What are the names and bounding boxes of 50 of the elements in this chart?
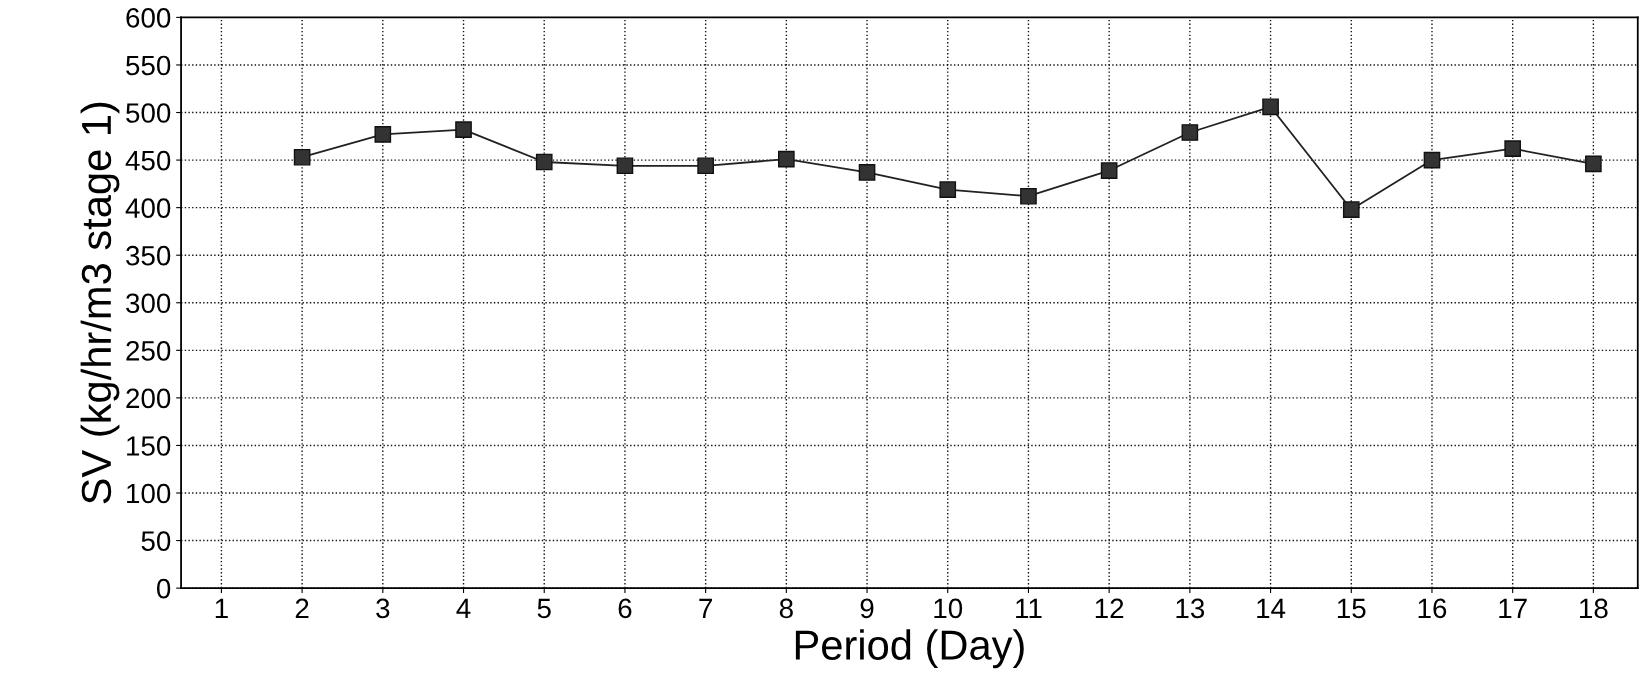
point bbox=[293, 148, 311, 166]
y-tick-label: 0 bbox=[156, 578, 171, 599]
x-tick-label: 18 bbox=[1580, 598, 1608, 619]
x-tick-label: 17 bbox=[1499, 598, 1527, 618]
y-tick-label: 100 bbox=[127, 483, 171, 504]
y-axis-title: SV (kg/hr/m3 stage 1) bbox=[80, 102, 120, 504]
y-tick-label: 500 bbox=[126, 103, 171, 123]
point bbox=[1020, 187, 1037, 205]
x-tick-label: 3 bbox=[376, 598, 390, 619]
x-tick-label: 6 bbox=[618, 598, 632, 619]
point bbox=[1100, 162, 1118, 179]
x-tick-label: 7 bbox=[699, 598, 712, 618]
y-tick-label: 600 bbox=[126, 8, 171, 28]
point bbox=[1504, 140, 1522, 157]
x-tick-label: 5 bbox=[537, 598, 551, 619]
y-tick-label: 550 bbox=[126, 55, 171, 76]
y-tick-label: 350 bbox=[126, 245, 171, 266]
x-axis-title: Period (Day) bbox=[795, 629, 1024, 669]
point bbox=[455, 121, 472, 138]
point bbox=[1585, 155, 1602, 173]
x-tick-label: 11 bbox=[1016, 598, 1042, 618]
y-tick-label: 400 bbox=[125, 198, 171, 218]
x-tick-label: 2 bbox=[295, 598, 309, 618]
y-tick-label: 450 bbox=[125, 150, 171, 171]
y-tick-label: 150 bbox=[127, 436, 171, 456]
y-tick-label: 300 bbox=[126, 293, 171, 314]
x-tick-label: 10 bbox=[934, 598, 963, 619]
x-tick-label: 4 bbox=[456, 598, 471, 618]
point bbox=[1423, 151, 1441, 169]
point bbox=[697, 157, 714, 175]
point bbox=[616, 157, 634, 175]
point bbox=[1342, 201, 1360, 218]
x-tick-label: 12 bbox=[1095, 598, 1124, 618]
x-tick-label: 14 bbox=[1257, 598, 1286, 618]
point bbox=[1262, 98, 1279, 116]
x-tick-label: 9 bbox=[860, 598, 874, 619]
x-tick-label: 1 bbox=[215, 598, 228, 618]
y-tick-label: 200 bbox=[126, 388, 171, 409]
point bbox=[374, 126, 392, 143]
y-tick-label: 50 bbox=[141, 531, 171, 551]
point bbox=[939, 181, 957, 198]
x-tick-label: 13 bbox=[1176, 598, 1205, 619]
point bbox=[778, 150, 795, 168]
point bbox=[858, 164, 876, 181]
x-tick-label: 15 bbox=[1337, 598, 1366, 619]
y-tick-label: 250 bbox=[126, 340, 171, 361]
point bbox=[1181, 124, 1199, 141]
point bbox=[535, 153, 553, 171]
x-tick-label: 16 bbox=[1418, 598, 1447, 619]
x-tick-label: 8 bbox=[779, 598, 793, 619]
